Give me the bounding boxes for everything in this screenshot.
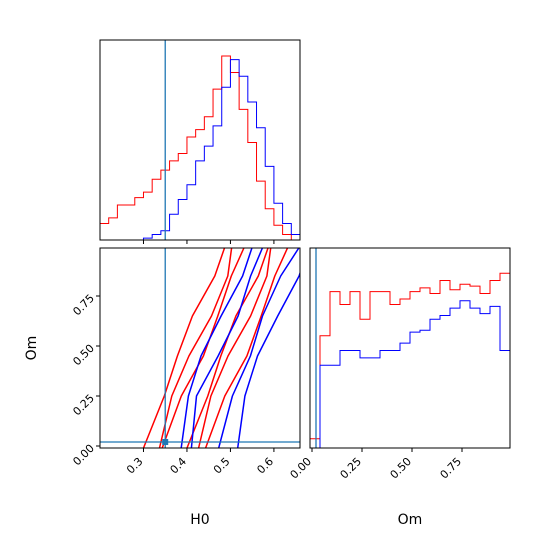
y-axis-label-om: Om bbox=[24, 336, 40, 361]
panel-frame bbox=[309, 247, 511, 449]
om-histogram-panel bbox=[309, 247, 511, 449]
truth-marker bbox=[162, 439, 169, 445]
contour-x-tick-label: 0.4 bbox=[168, 455, 190, 477]
contour-x-tick-label: 0.5 bbox=[211, 455, 233, 477]
contour-red-0 bbox=[142, 248, 226, 448]
h0-om-contour-panel bbox=[99, 247, 301, 449]
contour-y-tick-label: 0.00 bbox=[70, 442, 97, 469]
histogram-series-red bbox=[100, 55, 300, 240]
contour-x-tick-label: 0.6 bbox=[254, 455, 276, 477]
contour-blue-2 bbox=[217, 248, 300, 448]
histogram-series-blue bbox=[310, 300, 510, 448]
panel-frame bbox=[99, 39, 301, 241]
om-hist-x-tick-label: 0.25 bbox=[338, 455, 365, 482]
contour-red-5 bbox=[204, 248, 289, 448]
h0-histogram-panel bbox=[99, 39, 301, 241]
contour-red-4 bbox=[197, 248, 272, 448]
x-axis-label-om: Om bbox=[398, 512, 423, 528]
contour-blue-1 bbox=[190, 248, 264, 448]
om-hist-x-tick-label: 0.75 bbox=[438, 455, 465, 482]
contour-x-tick-label: 0.3 bbox=[124, 455, 146, 477]
contour-blue-3 bbox=[236, 270, 300, 448]
om-hist-x-tick-label: 0.00 bbox=[288, 455, 315, 482]
histogram-series-blue bbox=[100, 59, 300, 240]
contour-blue-0 bbox=[180, 248, 253, 448]
contour-y-tick-label: 0.75 bbox=[70, 292, 97, 319]
panel-frame bbox=[99, 247, 301, 449]
histogram-series-red bbox=[310, 272, 510, 440]
contour-y-tick-label: 0.50 bbox=[70, 342, 97, 369]
contour-red-2 bbox=[161, 248, 245, 448]
contour-red-1 bbox=[158, 248, 233, 448]
om-hist-x-tick-label: 0.50 bbox=[388, 455, 415, 482]
contour-y-tick-label: 0.25 bbox=[70, 392, 97, 419]
x-axis-label-h0: H0 bbox=[190, 512, 209, 528]
